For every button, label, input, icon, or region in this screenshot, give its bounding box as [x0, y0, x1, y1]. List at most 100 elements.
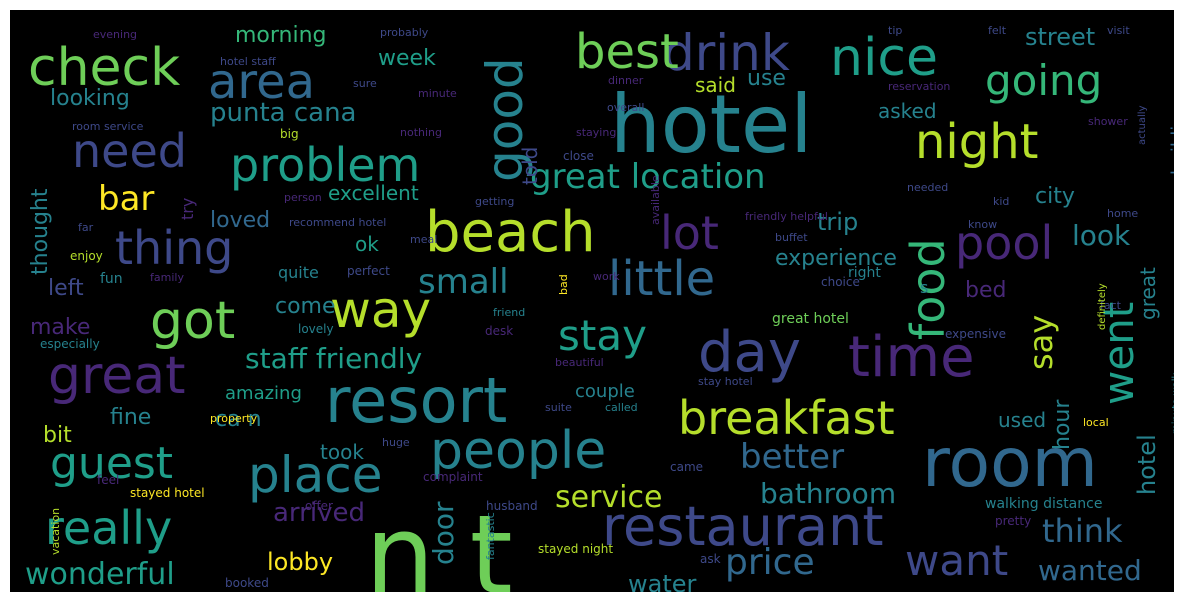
word-ca-n-78: ca n: [215, 407, 262, 432]
word-think-37: think: [1042, 512, 1123, 550]
word-vacation-147: vacation: [49, 507, 62, 555]
word-evening-85: evening: [93, 28, 138, 41]
word-bed-69: bed: [965, 278, 1007, 303]
word-fact-126: fact: [1100, 299, 1121, 312]
word-building-73: building: [1168, 102, 1174, 175]
word-came-141: came: [670, 460, 704, 474]
word-fun-116: fun: [100, 271, 123, 287]
word-resort-3: resort: [325, 364, 508, 437]
word-dinner-91: dinner: [608, 74, 644, 87]
word-time-6: time: [848, 325, 975, 390]
word-beautiful-131: beautiful: [555, 356, 604, 369]
word-meal-110: meal: [410, 233, 438, 246]
word-used-76: used: [998, 408, 1047, 432]
word-visit-96: visit: [1107, 24, 1130, 37]
word-come-67: come: [275, 294, 336, 319]
word-actually-102: actually: [1137, 105, 1148, 146]
word-drink-22: drink: [663, 24, 790, 82]
word-ok-68: ok: [355, 232, 379, 256]
word-great-10: great: [48, 346, 186, 406]
word-bit-79: bit: [43, 423, 72, 448]
word-pretty-146: pretty: [995, 514, 1032, 528]
word-use-60: use: [747, 66, 786, 91]
word-excellent-62: excellent: [328, 181, 419, 205]
word-stayed-hotel-143: stayed hotel: [130, 486, 205, 500]
word-hotel-71: hotel: [1133, 434, 1161, 495]
word-great-location-35: great location: [530, 157, 766, 197]
word-recommend-hotel-107: recommend hotel: [289, 216, 387, 229]
word-morning-57: morning: [235, 23, 327, 48]
word-big-97: big: [280, 127, 299, 141]
word-problem-25: problem: [230, 138, 421, 192]
word-trip-50: trip: [817, 208, 859, 236]
word-couple-75: couple: [575, 381, 635, 402]
word-lovely-127: lovely: [298, 322, 334, 336]
word-loved-55: loved: [210, 208, 271, 233]
word-kid-108: kid: [993, 195, 1010, 208]
word-minute-walk-134: minute walk: [1171, 372, 1174, 434]
word-far-109: far: [78, 221, 94, 234]
word-breakfast-9: breakfast: [678, 391, 895, 445]
word-room-service-88: room service: [72, 120, 144, 133]
word-property-138: property: [210, 412, 258, 425]
word-people-8: people: [430, 421, 607, 481]
word-expensive-130: expensive: [945, 327, 1006, 341]
word-wanted-46: wanted: [1038, 554, 1142, 587]
word-felt-95: felt: [988, 24, 1007, 37]
word-wonderful-43: wonderful: [25, 557, 175, 592]
word-hour-70: hour: [1050, 399, 1075, 450]
word-minute-89: minute: [418, 87, 457, 100]
word-shower-101: shower: [1088, 115, 1128, 128]
word-room-2: room: [922, 424, 1098, 503]
word-especially-128: especially: [40, 337, 100, 351]
word-friend-125: friend: [493, 306, 526, 319]
word-arrived-48: arrived: [273, 498, 365, 528]
word-stay-33: stay: [558, 311, 647, 360]
word-buffet-113: buffet: [775, 231, 808, 244]
word-needed-104: needed: [907, 181, 949, 194]
word-best-23: best: [575, 24, 679, 80]
word-check-11: check: [28, 38, 181, 98]
word-perfect-119: perfect: [347, 264, 390, 278]
word-family-117: family: [150, 271, 184, 284]
word-better-36: better: [740, 437, 845, 477]
word-going-27: going: [985, 56, 1103, 105]
word-definitely-133: definitely: [1097, 283, 1108, 330]
word-little-19: little: [608, 251, 716, 307]
word-offer-144: offer: [305, 499, 333, 513]
word-week-58: week: [378, 46, 436, 71]
word-probably-86: probably: [380, 26, 429, 39]
word-guest-32: guest: [50, 438, 174, 489]
word-walking-distance-83: walking distance: [985, 496, 1103, 512]
word-beach-5: beach: [425, 200, 596, 265]
word-experience-54: experience: [775, 246, 897, 271]
word-water-45: water: [628, 570, 697, 592]
word-asked-81: asked: [878, 99, 937, 123]
word-area-24: area: [208, 54, 316, 110]
word-look-51: look: [1072, 219, 1131, 252]
word-choice-122: choice: [821, 275, 860, 289]
word-really-17: really: [45, 501, 173, 555]
word-great-hotel-82: great hotel: [772, 311, 849, 327]
word-lot-28: lot: [660, 206, 719, 260]
word-friendly-helpful-106: friendly helpful: [745, 210, 828, 223]
word-looking-56: looking: [50, 86, 130, 111]
word-got-14: got: [150, 291, 236, 351]
word-make-66: make: [30, 315, 91, 340]
word-left-65: left: [48, 276, 84, 301]
word-tip-94: tip: [888, 24, 903, 37]
word-try-84: try: [178, 197, 197, 220]
word-told-61: told: [518, 146, 542, 185]
word-pool-29: pool: [955, 216, 1054, 270]
word-nice-12: nice: [830, 28, 938, 88]
word-desk-129: desk: [485, 324, 514, 338]
word-complaint-140: complaint: [423, 470, 483, 484]
word-fantastic-148: fantastic: [484, 512, 497, 560]
word-called-136: called: [605, 401, 638, 414]
word-reservation-93: reservation: [888, 80, 951, 93]
word-service-41: service: [555, 480, 663, 515]
word-need-26: need: [72, 124, 187, 178]
word-amazing-74: amazing: [225, 383, 302, 404]
word-city-63: city: [1035, 184, 1075, 209]
word-bar-38: bar: [98, 179, 155, 219]
